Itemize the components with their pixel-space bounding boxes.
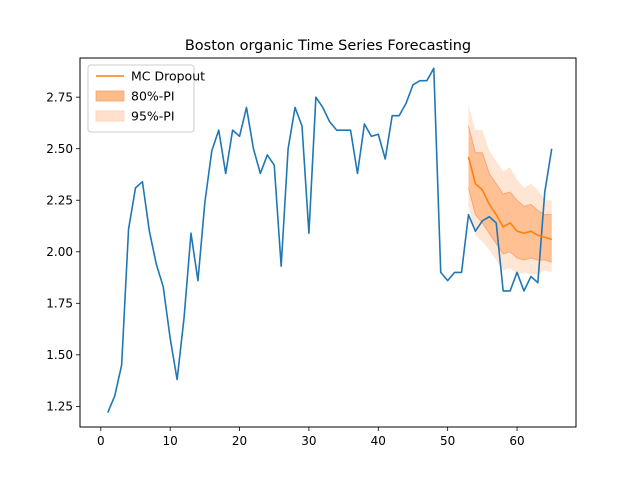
legend-label-pi80: 80%-PI <box>131 89 175 104</box>
y-tick-label: 2.75 <box>46 90 73 104</box>
x-tick-label: 20 <box>232 434 247 448</box>
axes-frame <box>79 57 577 428</box>
x-tick-label: 10 <box>163 434 178 448</box>
y-tick-label: 2.25 <box>46 194 73 208</box>
x-tick-label: 50 <box>440 434 455 448</box>
y-tick-label: 2.00 <box>46 245 73 259</box>
actual-series-line <box>107 67 553 413</box>
pi80-lower-edge <box>468 187 552 263</box>
pi80-upper-edge <box>468 125 552 216</box>
chart-title: Boston organic Time Series Forecasting <box>185 38 471 54</box>
x-axis-ticks: 0 10 20 30 40 50 60 <box>97 427 525 448</box>
legend-label-forecast: MC Dropout <box>131 69 205 84</box>
forecast-series-line <box>467 156 552 241</box>
y-tick-label: 1.25 <box>46 400 73 414</box>
legend: MC Dropout 80%-PI 95%-PI <box>87 64 205 133</box>
plot-area <box>107 67 553 413</box>
x-tick-label: 40 <box>371 434 386 448</box>
legend-label-pi95: 95%-PI <box>131 109 175 124</box>
legend-swatch-pi95 <box>95 110 125 122</box>
y-tick-label: 1.75 <box>46 297 73 311</box>
pi80-band <box>468 126 552 263</box>
y-tick-label: 2.50 <box>46 142 73 156</box>
y-axis-ticks: 1.25 1.50 1.75 2.00 2.25 2.50 2.75 <box>46 90 80 414</box>
x-tick-label: 0 <box>97 434 105 448</box>
legend-swatch-pi80 <box>95 90 125 102</box>
x-tick-label: 60 <box>509 434 524 448</box>
y-tick-label: 1.50 <box>46 348 73 362</box>
x-tick-label: 30 <box>301 434 316 448</box>
